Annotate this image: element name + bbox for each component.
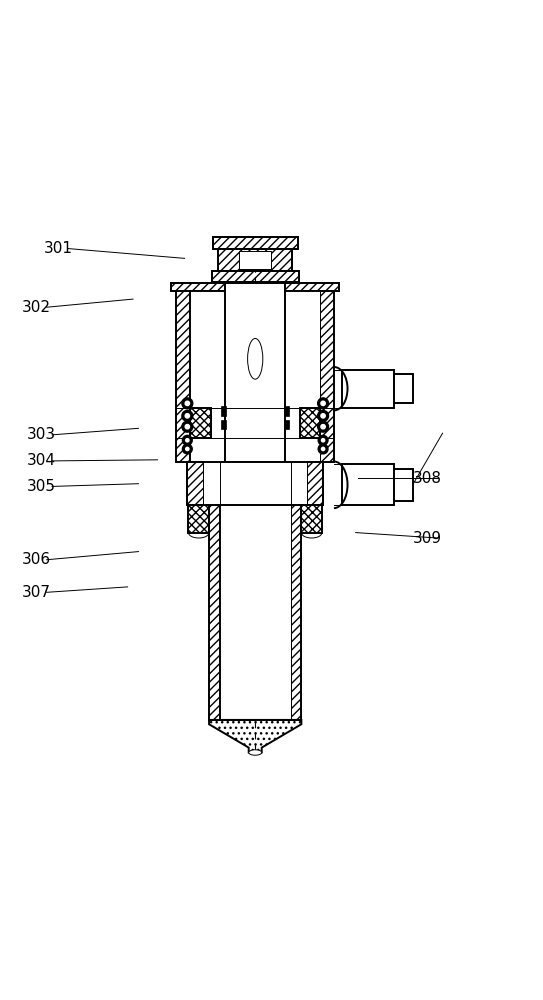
- Bar: [221, 406, 226, 416]
- Text: 304: 304: [27, 453, 56, 468]
- Text: 309: 309: [413, 531, 442, 546]
- Bar: [342, 464, 394, 505]
- Bar: [218, 249, 292, 271]
- Bar: [239, 251, 272, 269]
- Bar: [284, 406, 289, 416]
- Circle shape: [321, 401, 325, 406]
- Bar: [284, 420, 289, 429]
- Circle shape: [321, 447, 325, 451]
- Bar: [213, 237, 298, 249]
- Bar: [300, 408, 320, 438]
- Bar: [220, 462, 291, 720]
- Text: 307: 307: [22, 585, 50, 600]
- Circle shape: [182, 398, 193, 409]
- Circle shape: [321, 425, 325, 429]
- Circle shape: [318, 421, 329, 432]
- Circle shape: [182, 435, 192, 445]
- Text: 308: 308: [413, 471, 441, 486]
- Bar: [225, 283, 285, 462]
- Ellipse shape: [248, 338, 263, 379]
- Circle shape: [185, 425, 190, 429]
- Bar: [291, 462, 301, 720]
- Bar: [307, 462, 323, 505]
- Bar: [212, 271, 299, 282]
- Bar: [176, 291, 190, 462]
- Circle shape: [182, 421, 193, 432]
- Ellipse shape: [249, 750, 262, 755]
- Bar: [394, 374, 413, 403]
- Circle shape: [185, 414, 190, 418]
- Text: 305: 305: [27, 479, 56, 494]
- Bar: [171, 283, 339, 291]
- Bar: [187, 462, 204, 505]
- Bar: [301, 505, 322, 533]
- Circle shape: [321, 414, 325, 418]
- Circle shape: [318, 444, 328, 454]
- Text: 301: 301: [43, 241, 72, 256]
- Circle shape: [318, 410, 329, 421]
- Bar: [190, 291, 320, 462]
- Bar: [394, 469, 413, 501]
- Bar: [213, 237, 298, 249]
- Bar: [204, 462, 307, 505]
- Bar: [209, 462, 220, 720]
- Bar: [171, 283, 339, 291]
- Bar: [320, 291, 334, 462]
- Text: 303: 303: [27, 427, 56, 442]
- Circle shape: [182, 410, 193, 421]
- Bar: [221, 420, 226, 429]
- Text: 306: 306: [22, 552, 51, 567]
- Bar: [342, 370, 394, 408]
- Bar: [212, 271, 299, 282]
- Circle shape: [321, 439, 325, 442]
- Circle shape: [182, 444, 192, 454]
- Text: 302: 302: [22, 300, 50, 315]
- Bar: [188, 505, 209, 533]
- Circle shape: [185, 401, 190, 406]
- Circle shape: [186, 447, 189, 451]
- Circle shape: [318, 435, 328, 445]
- Circle shape: [186, 439, 189, 442]
- Circle shape: [318, 398, 329, 409]
- Bar: [218, 249, 292, 271]
- Bar: [187, 462, 323, 505]
- Bar: [190, 408, 211, 438]
